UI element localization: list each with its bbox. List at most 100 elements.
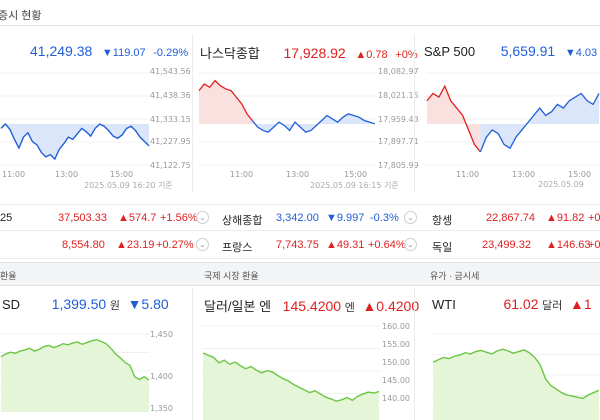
y-tick: 17,805.99 [378, 161, 419, 170]
fx-unit: 원 [109, 300, 120, 312]
chevron-down-icon[interactable]: ⌄ [404, 211, 417, 224]
series-down-area [480, 93, 599, 152]
series-up-line [426, 84, 481, 153]
subsection-title[interactable]: 환율 [0, 271, 17, 281]
market-name[interactable]: 독일 [432, 242, 453, 254]
timestamp: 2025.05.09 16:15 기준 [310, 181, 399, 190]
fx-summary[interactable]: WTI 61.02 달러 ▲1 [432, 296, 592, 313]
fx-unit: 엔 [344, 302, 355, 314]
y-tick: 145.00 [382, 376, 410, 385]
x-tick: 11:00 [230, 170, 254, 179]
market-name[interactable]: 항셍 [432, 215, 453, 227]
market-change: ▲574.7 [118, 212, 157, 224]
market-percent: +0.27% [156, 239, 194, 251]
divider [192, 288, 193, 420]
fx-unit: 달러 [542, 300, 563, 312]
market-row: 25 37,503.33 ▲574.7 +1.56% ⌄ 상해종합 3,342.… [0, 204, 600, 231]
x-tick: 15:00 [344, 170, 368, 179]
index-value: 5,659.91 [500, 43, 556, 59]
market-name[interactable]: 프랑스 [222, 242, 253, 254]
y-tick: 41,543.56 [150, 67, 191, 76]
index-change: ▲0.78 [355, 49, 388, 61]
chevron-down-icon[interactable]: ⌄ [196, 238, 209, 251]
chevron-down-icon[interactable]: ⌄ [196, 211, 209, 224]
index-name: 나스닥종합 [200, 46, 260, 61]
divider [414, 288, 415, 420]
fx-change: ▲0.4200 [362, 298, 420, 314]
fx-chart [0, 333, 150, 412]
y-tick: 1,450 [150, 330, 173, 339]
chevron-down-icon[interactable]: ⌄ [404, 238, 417, 251]
series-up-area [427, 86, 481, 152]
market-value: 8,554.80 [62, 239, 105, 251]
market-percent: +0.64% [368, 239, 406, 251]
series-down-area [252, 113, 375, 133]
fx-name: SD [2, 297, 21, 312]
fx-value: 61.02 [503, 296, 539, 312]
series-up-area [199, 80, 253, 124]
fx-chart [202, 325, 380, 420]
index-summary: 나스닥종합 17,928.92 ▲0.78 +0% [200, 43, 418, 62]
index-value: 41,249.38 [30, 43, 93, 59]
market-percent: +0. [588, 239, 600, 251]
market-value: 37,503.33 [58, 212, 107, 224]
index-value: 17,928.92 [283, 45, 346, 61]
series-down-line [479, 92, 600, 153]
x-tick: 13:00 [512, 170, 536, 179]
y-tick: 140.00 [382, 394, 410, 403]
y-tick: 1,350 [150, 404, 173, 413]
timestamp: 2025.05.09 16:20 기준 [84, 181, 173, 190]
index-panel-nasdaq[interactable]: 나스닥종합 17,928.92 ▲0.78 +0% 18,082.97 18,0… [198, 27, 419, 195]
market-name[interactable]: 25 [0, 212, 13, 224]
index-change: ▼4.03 [564, 47, 598, 59]
fx-change: ▼5.80 [127, 296, 169, 312]
series-up-line [198, 79, 253, 121]
y-tick: 18,021.15 [378, 91, 419, 100]
y-tick: 160.00 [382, 322, 410, 331]
market-value: 23,499.32 [482, 239, 531, 251]
series-area [433, 349, 599, 420]
subsection-title[interactable]: 국제 시장 환율 [204, 271, 259, 281]
fx-change: ▲1 [570, 296, 592, 312]
divider [192, 34, 193, 192]
fx-chart [432, 333, 600, 420]
market-value: 22,867.74 [486, 212, 535, 224]
y-tick: 155.00 [382, 340, 410, 349]
series-line [432, 348, 600, 400]
index-chart [0, 72, 150, 166]
fx-name: 달러/일본 엔 [204, 299, 272, 314]
index-summary: S&P 500 5,659.91 ▼4.03 [424, 43, 600, 59]
market-change: ▲49.31 [326, 239, 365, 251]
x-tick: 15:00 [568, 170, 592, 179]
subsection-header: 환율 국제 시장 환율 유가 · 금시세 [0, 262, 600, 286]
market-change: ▲23.19 [116, 239, 155, 251]
market-name[interactable]: 상해종합 [222, 215, 263, 227]
index-panel-sp500[interactable]: S&P 500 5,659.91 ▼4.03 11:00 13:00 15:00… [420, 27, 600, 195]
y-tick: 41,227.95 [150, 137, 191, 146]
series-area [1, 339, 149, 412]
section-title: 증시 현황 [0, 10, 42, 22]
y-tick: 41,333.15 [150, 115, 191, 124]
series-line [0, 123, 150, 161]
subsection-title[interactable]: 유가 · 금시세 [430, 271, 480, 281]
x-tick: 13:00 [286, 170, 310, 179]
series-line [0, 338, 150, 381]
series-line [202, 352, 380, 402]
y-tick: 17,897.71 [378, 137, 419, 146]
divider [414, 34, 415, 192]
section-header: 증시 현황 [0, 0, 600, 26]
index-name: S&P 500 [424, 44, 476, 59]
index-change: ▼119.07 [101, 47, 146, 59]
y-tick: 41,122.75 [150, 161, 191, 170]
index-summary: 41,249.38 ▼119.07 -0.29% [30, 43, 188, 59]
market-percent: -0.3% [370, 212, 399, 224]
series-area [203, 353, 379, 420]
market-row: 8,554.80 ▲23.19 +0.27% ⌄ 프랑스 7,743.75 ▲4… [0, 232, 600, 259]
x-tick: 11:00 [2, 170, 26, 179]
index-chart [198, 72, 376, 166]
fx-summary[interactable]: SD 1,399.50 원 ▼5.80 [2, 296, 169, 313]
market-value: 3,342.00 [276, 212, 319, 224]
x-tick: 11:00 [456, 170, 480, 179]
fx-summary[interactable]: 달러/일본 엔 145.4200 엔 ▲0.4200 [204, 296, 419, 315]
index-panel-dow[interactable]: 41,249.38 ▼119.07 -0.29% 41,543.56 41,43… [0, 27, 191, 195]
